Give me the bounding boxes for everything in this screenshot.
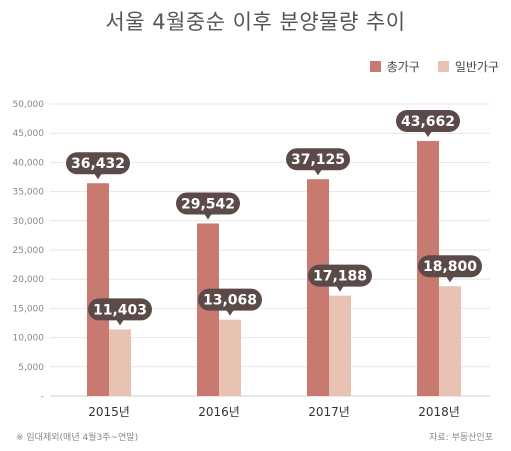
data-label-bubble	[308, 264, 372, 287]
data-label: 43,662	[401, 114, 455, 130]
y-tick-label: 45,000	[13, 129, 45, 139]
bar-general	[329, 295, 351, 396]
y-tick-label: -	[41, 392, 44, 402]
data-label-bubble	[396, 110, 460, 133]
data-label-bubble	[176, 192, 240, 215]
data-label-pointer	[424, 131, 432, 138]
y-tick-label: 40,000	[13, 158, 45, 168]
legend-item-total: 총가구	[369, 58, 420, 75]
bar-general	[439, 286, 461, 396]
bar-general	[109, 329, 131, 396]
data-label-bubble	[88, 298, 152, 321]
bar-total	[307, 179, 329, 396]
bar-general	[219, 319, 241, 396]
legend-swatch-general	[437, 61, 449, 72]
x-tick-label: 2017년	[308, 405, 350, 419]
data-label: 13,068	[203, 293, 257, 309]
data-label: 18,800	[423, 259, 477, 275]
data-label: 11,403	[93, 302, 147, 318]
data-label-pointer	[116, 319, 124, 326]
data-label: 36,432	[71, 156, 125, 172]
y-tick-label: 15,000	[13, 304, 45, 314]
y-tick-label: 50,000	[13, 100, 45, 110]
legend: 총가구 일반가구	[369, 58, 499, 75]
data-label: 29,542	[181, 196, 235, 212]
y-tick-label: 20,000	[13, 275, 45, 285]
data-label: 37,125	[291, 152, 345, 168]
x-tick-label: 2015년	[88, 405, 130, 419]
data-label-pointer	[446, 276, 454, 283]
chart-title: 서울 4월중순 이후 분양물량 추이	[105, 10, 406, 34]
y-tick-label: 10,000	[13, 334, 45, 344]
x-tick-label: 2016년	[198, 405, 240, 419]
bar-total	[87, 183, 109, 396]
data-label-pointer	[314, 169, 322, 176]
legend-label-total: 총가구	[386, 60, 420, 74]
data-label-pointer	[204, 213, 212, 220]
x-tick-label: 2018년	[418, 405, 460, 419]
data-label: 17,188	[313, 269, 367, 285]
data-label-bubble	[418, 255, 482, 278]
y-tick-label: 35,000	[13, 188, 45, 198]
footnote: ※ 임대제외(매년 4월3주~연말)	[16, 433, 139, 443]
legend-item-general: 일반가구	[437, 58, 499, 75]
source-note: 자료: 부동산인포	[429, 433, 493, 443]
data-label-bubble	[198, 288, 262, 311]
y-tick-label: 25,000	[13, 246, 45, 256]
data-label-bubble	[66, 152, 130, 175]
data-label-pointer	[94, 173, 102, 180]
y-tick-label: 30,000	[13, 217, 45, 227]
legend-label-general: 일반가구	[454, 60, 499, 74]
data-label-bubble	[286, 148, 350, 171]
legend-swatch-total	[369, 61, 381, 72]
data-label-pointer	[226, 309, 234, 316]
data-label-pointer	[336, 285, 344, 292]
y-tick-label: 5,000	[18, 363, 44, 373]
